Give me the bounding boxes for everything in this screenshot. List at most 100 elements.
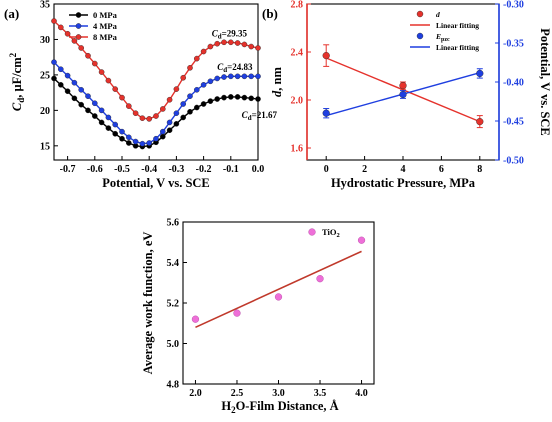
- panel-a-data-point: [241, 73, 248, 80]
- panel-a-data-point: [71, 79, 78, 86]
- legend-main: Linear fitting: [436, 43, 479, 52]
- panel-c-ticks: 2.0 2.5 3.0 3.5 4.0 4.8 5.0 5.2 5.4 5.6: [167, 218, 368, 400]
- annotation-sub: d: [218, 33, 222, 41]
- panel-a-x-tick-label: -0.1: [223, 164, 239, 175]
- panel-c-x-label-rest: O-Film Distance, Å: [236, 399, 339, 413]
- panel-a-y-tick-label: 35: [40, 0, 50, 11]
- panel-a-data-point: [255, 45, 261, 51]
- panel-b-series: [322, 44, 484, 129]
- panel-a-data-point: [241, 94, 248, 101]
- panel-a-y-label-main: C: [10, 102, 24, 111]
- panel-a-data-point: [207, 43, 214, 50]
- panel-a-data-point: [248, 73, 254, 80]
- panel-b-left-tick-label: 2.4: [291, 48, 304, 59]
- annotation-value: =24.83: [227, 62, 253, 72]
- panel-a-data-point: [159, 106, 166, 112]
- panel-a-data-point: [105, 77, 112, 84]
- panel-a-plot-frame: [53, 3, 259, 161]
- panel-a-data-point: [173, 121, 180, 127]
- panel-a-x-tick-label: -0.4: [141, 164, 157, 175]
- panel-b-left-tick-label: 2.8: [291, 0, 304, 11]
- panel-c-x-tick-label: 3.5: [314, 388, 327, 399]
- panel-a-data-point: [187, 108, 193, 115]
- panel-a-data-point: [234, 73, 241, 80]
- panel-a-data-point: [98, 119, 105, 126]
- panel-c-legend-label: TiO2: [322, 227, 340, 239]
- panel-a-data-point: [200, 82, 207, 88]
- panel-a-data-point: [85, 93, 91, 99]
- panel-a-data-point: [64, 88, 71, 95]
- panel-a-data-point: [187, 65, 193, 71]
- annotation-sub: d: [223, 66, 227, 74]
- panel-a-data-point: [92, 60, 98, 67]
- panel-a-data-point: [112, 121, 118, 128]
- panel-a-annotation: Cd=21.67: [242, 110, 278, 122]
- panel-c-legend: TiO2: [308, 227, 340, 239]
- panel-c-x-axis-label: H2O-Film Distance, Å: [221, 399, 338, 415]
- panel-a-data-point: [64, 30, 71, 37]
- panel-a-legend-marker: [75, 12, 82, 18]
- panel-b-data-point: [476, 69, 484, 78]
- panel-a-label: (a): [4, 6, 19, 21]
- panel-b: (b) 0 2 4 6 8 1.6 2.0 2.4 2.8 -0.50 -0.45 -0.40 -0.3…: [262, 0, 552, 190]
- panel-a-data-point: [200, 101, 207, 107]
- panel-a-data-point: [85, 107, 91, 114]
- panel-a-data-point: [119, 94, 125, 101]
- panel-c-data-point: [191, 315, 200, 323]
- panel-a-data-point: [221, 39, 227, 46]
- panel-a-data-point: [234, 94, 241, 100]
- panel-a-data-point: [227, 73, 234, 80]
- panel-c-y-tick-label: 4.8: [167, 380, 180, 391]
- panel-a-data-point: [51, 18, 57, 24]
- panel-a-data-point: [126, 134, 132, 141]
- panel-b-x-tick-label: 0: [324, 164, 329, 175]
- legend-main: TiO: [322, 227, 337, 237]
- panel-a-data-point: [58, 82, 64, 88]
- panel-b-legend-marker: [416, 32, 424, 40]
- panel-a-x-axis-label: Potential, V vs. SCE: [102, 176, 210, 190]
- panel-a-data-point: [221, 94, 227, 101]
- panel-a-data-point: [78, 87, 84, 93]
- panel-a-data-point: [139, 115, 146, 121]
- panel-a-data-point: [105, 114, 112, 121]
- panel-b-ticks: 0 2 4 6 8 1.6 2.0 2.4 2.8 -0.50 -0.45 -0.40 -0.35 -0.…: [291, 0, 524, 175]
- panel-a-legend-label: 8 MPa: [93, 32, 118, 42]
- annotation-main: C: [217, 62, 224, 72]
- annotation-value: =21.67: [252, 110, 278, 120]
- panel-b-x-tick-label: 6: [439, 164, 444, 175]
- panel-c-y-tick-label: 5.0: [167, 339, 180, 350]
- panel-a-y-tick-label: 15: [40, 141, 50, 152]
- panel-a-data-point: [92, 113, 98, 119]
- panel-a-data-point: [146, 116, 152, 122]
- panel-a-data-point: [193, 87, 200, 93]
- panel-b-right-tick-label: -0.35: [503, 39, 524, 50]
- panel-a-data-point: [166, 127, 173, 134]
- panel-c-y-tick-label: 5.2: [167, 299, 180, 310]
- panel-b-left-label-main: d: [270, 90, 284, 97]
- panel-a-data-point: [112, 130, 118, 137]
- panel-a-data-point: [207, 98, 214, 104]
- panel-c-x-tick-label: 4.0: [355, 388, 368, 399]
- panel-a-data-point: [153, 135, 159, 142]
- panel-a-data-point: [98, 69, 105, 75]
- panel-a-series-line: [53, 61, 258, 145]
- panel-a-data-point: [234, 40, 241, 46]
- panel-b-legend-marker: [416, 10, 424, 18]
- panel-a-data-point: [166, 96, 173, 103]
- panel-a-data-point: [187, 93, 193, 99]
- panel-a-legend-marker: [75, 34, 82, 40]
- panel-a-data-point: [248, 95, 254, 102]
- panel-a-data-point: [159, 128, 166, 135]
- panel-a-y-label-sup: 2: [8, 52, 18, 57]
- panel-b-x-axis-label: Hydrostatic Pressure, MPa: [331, 176, 476, 190]
- panel-c-series: [191, 236, 366, 329]
- panel-b-x-tick-label: 8: [477, 164, 482, 175]
- panel-b-fit-line: [325, 57, 481, 123]
- panel-a-legend-label: 0 MPa: [93, 10, 118, 20]
- panel-a-data-point: [193, 104, 200, 111]
- panel-a-data-point: [71, 38, 78, 44]
- panel-c: 2.0 2.5 3.0 3.5 4.04.85.05.25.45.6 TiO2 H2O-…: [141, 218, 375, 415]
- panel-a-y-tick-label: 30: [40, 35, 50, 46]
- panel-a-data-point: [180, 74, 186, 81]
- panel-a-x-tick-label: -0.2: [196, 164, 212, 175]
